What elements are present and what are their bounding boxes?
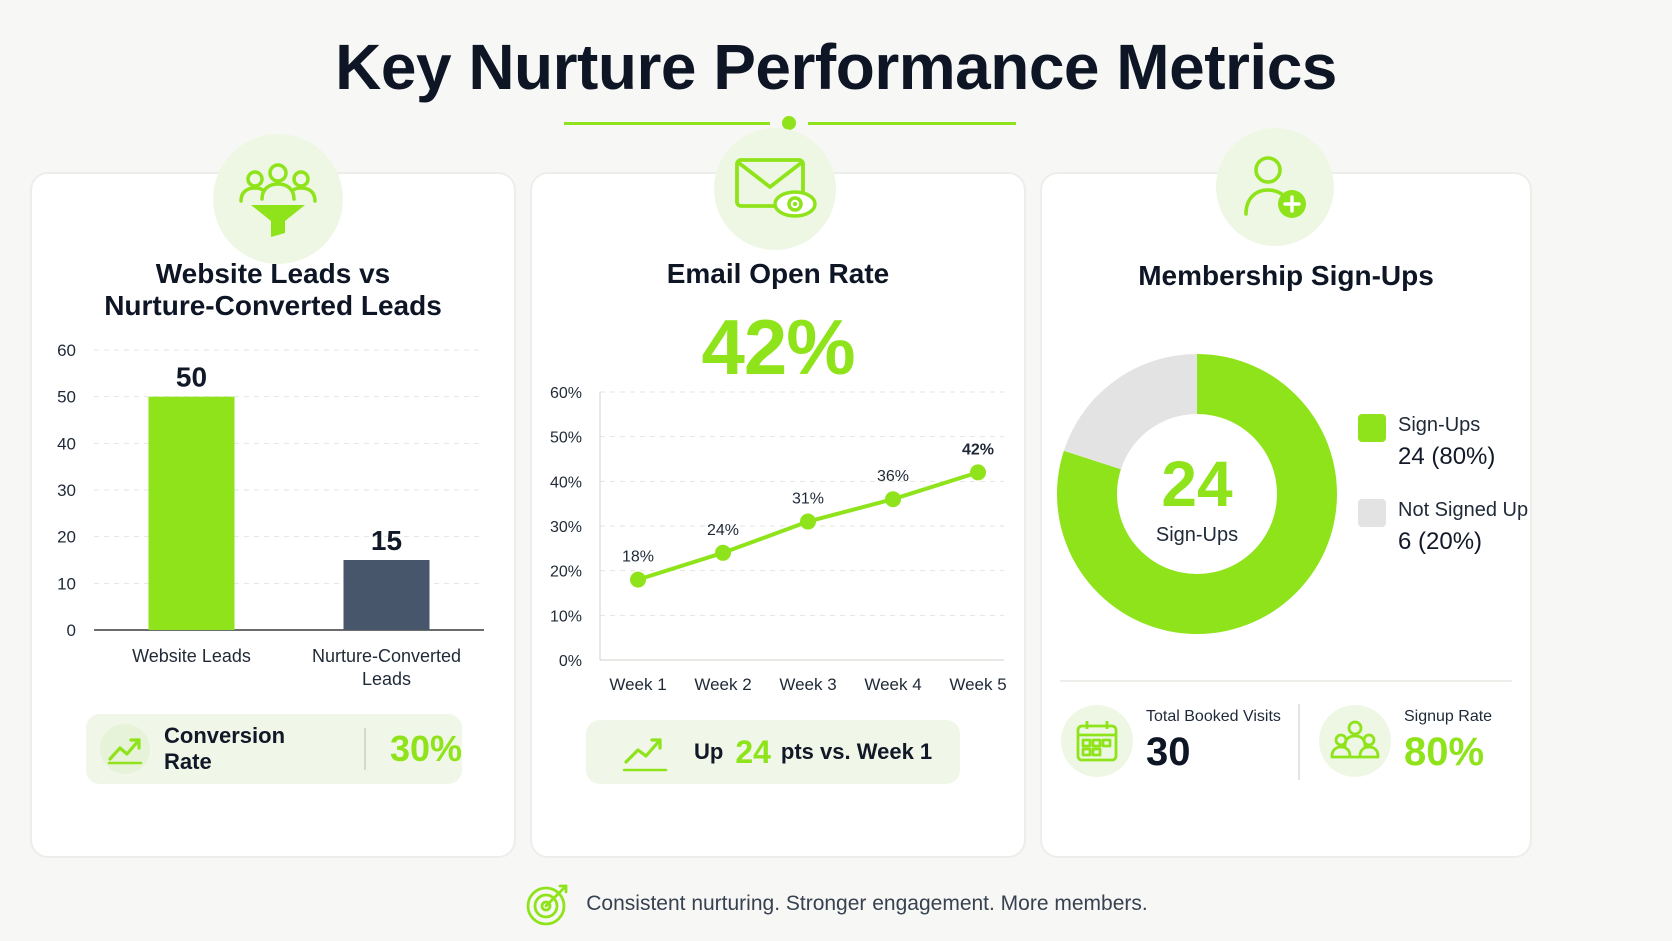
data-point bbox=[630, 571, 646, 588]
data-point bbox=[800, 513, 816, 530]
user-plus-icon bbox=[1240, 152, 1310, 222]
leads-panel: Website Leads vs Nurture-Converted Leads… bbox=[30, 172, 516, 858]
stat-label: Signup Rate bbox=[1404, 707, 1493, 725]
y-tick-label: 60% bbox=[550, 385, 582, 402]
legend-value: 24 (80%) bbox=[1398, 443, 1496, 470]
stat-label: Total Booked Visits bbox=[1146, 707, 1281, 725]
x-tick-label: Week 1 bbox=[609, 675, 666, 694]
data-label: 24% bbox=[707, 522, 739, 539]
y-tick-label: 30 bbox=[57, 481, 76, 500]
bar bbox=[148, 396, 235, 630]
donut-center: 24 Sign-Ups bbox=[1118, 452, 1276, 547]
y-tick-label: 0 bbox=[67, 621, 76, 640]
stats-divider bbox=[1060, 680, 1512, 682]
data-label: 36% bbox=[877, 468, 909, 485]
leads-bar-chart: 0 10 20 30 40 50 60 50 Website Leads 15 Nurture-Co… bbox=[57, 341, 484, 689]
email-summary-pill: Up 24 pts vs. Week 1 bbox=[586, 720, 960, 784]
membership-panel-title: Membership Sign-Ups bbox=[1138, 260, 1434, 291]
y-tick-label: 0% bbox=[559, 653, 582, 670]
email-badge bbox=[714, 128, 836, 250]
conversion-rate-value: 30% bbox=[389, 728, 462, 769]
y-tick-label: 30% bbox=[550, 519, 582, 536]
legend-value: 6 (20%) bbox=[1398, 528, 1483, 555]
leads-panel-title: Website Leads vs Nurture-Converted Leads bbox=[104, 258, 442, 321]
stat-signup-rate: Signup Rate 80% bbox=[1318, 704, 1492, 778]
legend-swatch-signups bbox=[1358, 414, 1386, 442]
conversion-rate-label: Conversion Rate bbox=[164, 723, 286, 774]
x-tick-label: Website Leads bbox=[132, 646, 251, 666]
y-tick-label: 60 bbox=[57, 341, 76, 360]
membership-donut-chart bbox=[1057, 354, 1337, 634]
legend-label: Not Signed Up bbox=[1398, 499, 1529, 521]
email-panel-title: Email Open Rate bbox=[666, 258, 890, 289]
donut-slice bbox=[1063, 354, 1197, 470]
x-tick-label: Nurture-Converted Leads bbox=[312, 646, 461, 689]
data-point bbox=[970, 464, 986, 481]
data-label: 18% bbox=[622, 549, 654, 566]
y-tick-label: 10% bbox=[550, 608, 582, 625]
bar-value-label: 15 bbox=[371, 525, 402, 556]
y-tick-label: 20 bbox=[57, 528, 76, 547]
stat-booked-visits: Total Booked Visits 30 bbox=[1060, 704, 1281, 778]
title-divider-dot bbox=[782, 116, 796, 130]
email-line-chart: 0% 10% 20% 30% 40% 50% 60% 18% Week 1 24% Week 2 31… bbox=[550, 385, 1007, 694]
y-tick-label: 50% bbox=[550, 430, 582, 447]
page-title: Key Nurture Performance Metrics bbox=[335, 31, 1337, 103]
title-divider-right bbox=[808, 122, 1016, 125]
data-point bbox=[715, 544, 731, 561]
footer: Consistent nurturing. Stronger engagemen… bbox=[0, 880, 1672, 928]
x-tick-label: Week 4 bbox=[864, 675, 921, 694]
y-tick-label: 50 bbox=[57, 388, 76, 407]
trend-up-icon bbox=[620, 730, 670, 774]
donut-center-value: 24 bbox=[1161, 448, 1233, 520]
data-point bbox=[885, 491, 901, 508]
leads-badge bbox=[213, 134, 343, 264]
users-funnel-icon bbox=[235, 159, 321, 239]
y-tick-label: 10 bbox=[57, 574, 76, 593]
trend-up-icon bbox=[98, 722, 152, 776]
x-tick-label: Week 5 bbox=[949, 675, 1006, 694]
calendar-icon bbox=[1060, 704, 1134, 778]
y-tick-label: 40% bbox=[550, 474, 582, 491]
footer-tagline: Consistent nurturing. Stronger engagemen… bbox=[586, 892, 1148, 915]
membership-panel: Membership Sign-Ups 24 Sign-Ups Sign-Ups… bbox=[1040, 172, 1532, 858]
x-tick-label: Week 2 bbox=[694, 675, 751, 694]
donut-center-label: Sign-Ups bbox=[1155, 524, 1239, 546]
title-divider-left bbox=[564, 122, 770, 125]
data-label: 42% bbox=[962, 441, 994, 458]
legend-label: Sign-Ups bbox=[1398, 414, 1481, 436]
email-panel: Email Open Rate 42% 0% 10% 20% 30% 40% 50% 60%… bbox=[530, 172, 1026, 858]
y-tick-label: 40 bbox=[57, 434, 76, 453]
legend-item-signups: Sign-Ups 24 (80%) bbox=[1358, 414, 1528, 471]
email-summary-suffix: pts vs. Week 1 bbox=[780, 739, 933, 764]
data-label: 31% bbox=[792, 491, 824, 508]
legend-item-not-signed: Not Signed Up 6 (20%) bbox=[1358, 499, 1528, 556]
bar bbox=[343, 560, 430, 630]
conversion-rate-pill: Conversion Rate 30% bbox=[86, 714, 462, 784]
pill-divider bbox=[363, 728, 366, 770]
donut-legend: Sign-Ups 24 (80%) Not Signed Up 6 (20%) bbox=[1358, 414, 1528, 556]
email-summary-prefix: Up bbox=[694, 739, 724, 764]
mail-eye-icon bbox=[733, 154, 817, 224]
email-open-rate-value: 42% bbox=[701, 303, 855, 391]
y-tick-label: 20% bbox=[550, 564, 582, 581]
donut-slice bbox=[1057, 354, 1337, 634]
target-icon bbox=[524, 880, 572, 928]
stat-value: 80% bbox=[1404, 729, 1485, 774]
legend-swatch-not-signed bbox=[1358, 499, 1386, 527]
email-summary-value: 24 bbox=[735, 733, 771, 770]
membership-badge bbox=[1216, 128, 1334, 246]
bar-value-label: 50 bbox=[176, 362, 207, 393]
stat-value: 30 bbox=[1146, 729, 1191, 774]
group-icon bbox=[1318, 704, 1392, 778]
x-tick-label: Week 3 bbox=[779, 675, 836, 694]
stats-separator bbox=[1298, 704, 1300, 780]
